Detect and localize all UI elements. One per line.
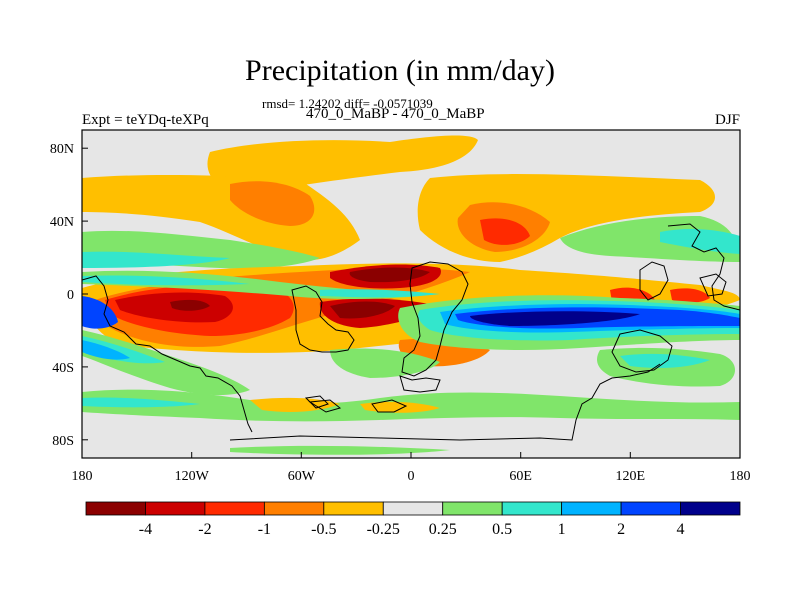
coastline-south-africa [399,375,441,393]
coastline-africa [401,261,469,377]
colorbar-label: 0.5 [492,521,512,538]
wet-south-indian-cyan [620,353,710,368]
colorbar-swatch [323,501,384,516]
coastline-east-asia [667,223,740,311]
colorbar-label: 4 [677,521,685,538]
stats-line: rmsd= 1.24202 diff= -0.0571039 [262,96,433,111]
axis-ticks [81,147,741,458]
colorbar-swatch [263,501,325,516]
y-tick-label: 40N [50,215,74,230]
wet-antarctic-strip [230,445,450,455]
x-tick-label: 180 [730,469,751,484]
coastline-north-atlantic-islands [308,399,408,413]
precipitation-field [82,135,740,455]
colorbar-label: -2 [198,521,211,538]
x-tick-label: 180 [72,469,93,484]
x-tick-label: 0 [408,469,415,484]
experiment-label: Expt = teYDq-teXPq [82,112,209,128]
colorbar-label: 0.25 [429,521,457,538]
colorbar-swatch [620,501,681,516]
colorbar-label: 2 [617,521,625,538]
y-tick-label: 80N [50,142,74,157]
dry-pacific-maxima [170,299,210,311]
coastline-americas [82,275,253,433]
coastline-antarctic-peninsula [304,395,329,409]
colorbar-swatch [85,501,146,516]
coastline-asia [639,261,669,301]
colorbar-swatch [680,501,741,516]
wet-asia-strip [660,229,740,254]
colorbar-label: -4 [139,521,152,538]
dry-africa-maxima [349,267,430,283]
colorbar-swatch [561,501,622,516]
dry-north-core-a [230,181,315,226]
dry-arctic-region [207,135,478,193]
wet-south-pacific-green [82,330,250,396]
dry-far-east-core [670,288,710,303]
colorbar: -4 -2 -1 -0.5 -0.25 0.25 0.5 1 2 4 [85,501,741,538]
colorbar-label: 1 [558,521,566,538]
coastline-maritime-continent [699,273,727,297]
dry-north-core-c [480,218,530,245]
colorbar-swatch [204,501,265,516]
wet-equatorial-strip-cyan [82,275,250,286]
colorbar-swatch [145,501,206,516]
wet-south-atlantic-green [330,348,440,378]
chart-title: Precipitation (in mm/day) [245,54,555,87]
season-label: DJF [714,112,740,128]
y-tick-label: 0 [67,288,74,303]
x-tick-label: 120E [616,469,646,484]
wet-atlantic-equator [320,289,440,298]
x-tick-label: 60E [509,469,532,484]
colorbar-label: -0.25 [367,521,400,538]
x-tick-label: 60W [288,469,316,484]
coastline-antarctica [229,363,661,441]
coastlines [82,223,740,441]
colorbar-swatch [442,501,503,516]
coastline-australia [611,329,673,373]
wet-south-pacific-blue [82,340,130,360]
x-tick-label: 120W [175,469,210,484]
colorbar-swatch [501,501,563,516]
coastline-south-america [291,285,355,353]
dry-southern-ocean-patch-b [360,401,440,413]
wet-north-pacific-strip [82,251,230,268]
colorbar-label: -0.5 [311,521,336,538]
chart-subtitle: 470_0_MaBP - 470_0_MaBP [306,106,485,122]
dry-atlantic-maxima [330,301,395,319]
colorbar-label: -1 [258,521,271,538]
colorbar-swatch [382,501,444,516]
wet-indian-ocean-navy [470,311,640,326]
y-tick-label: 40S [52,361,74,376]
y-tick-label: 80S [52,434,74,449]
wet-southern-ocean-cyan [82,397,200,408]
wet-east-pacific-blue [82,296,118,329]
